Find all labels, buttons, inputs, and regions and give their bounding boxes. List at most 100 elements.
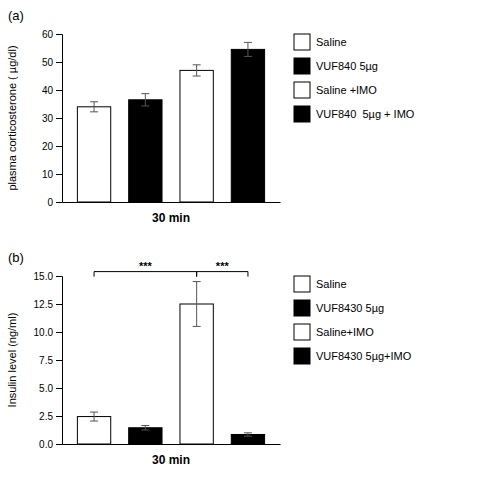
x-axis-line — [63, 444, 281, 445]
legend-label: Saline — [316, 278, 347, 290]
y-tick-label: 2.5 — [39, 411, 53, 422]
error-bar — [141, 426, 149, 430]
bar — [180, 70, 213, 202]
y-tick-mark — [56, 62, 62, 63]
error-bar-cap — [141, 425, 149, 426]
y-tick-label: 30 — [42, 113, 54, 124]
y-tick-label: 12.5 — [34, 299, 54, 310]
y-tick: 50 — [42, 57, 62, 68]
chart-root: 0102030405060(a)plasma corticosterone ( … — [0, 0, 493, 500]
legend-swatch — [294, 106, 310, 122]
y-tick-label: 10.0 — [34, 327, 54, 338]
error-bar — [90, 102, 98, 112]
y-tick-mark — [56, 444, 62, 445]
y-tick: 10.0 — [34, 327, 62, 338]
error-bar-cap — [244, 436, 252, 437]
y-axis: 0 10 20 30 40 50 60 — [42, 29, 63, 208]
legend-label: Saline +IMO — [316, 84, 377, 96]
y-tick-mark — [56, 202, 62, 203]
y-tick-mark — [56, 118, 62, 119]
legend-item: Saline — [294, 34, 347, 50]
error-bar-cap — [193, 76, 201, 77]
error-bar-cap — [193, 64, 201, 65]
y-tick: 15.0 — [34, 271, 62, 282]
error-bar — [193, 65, 201, 76]
plot-area — [77, 282, 264, 444]
legend-swatch — [294, 348, 310, 364]
bar — [77, 107, 110, 202]
panel: 0 10 20 30 40 50 60 — [42, 29, 281, 208]
error-bar-cap — [141, 93, 149, 94]
significance-bracket — [94, 272, 197, 277]
legend-label: Saline+IMO — [316, 326, 374, 338]
y-tick-label: 50 — [42, 57, 54, 68]
y-tick-label: 60 — [42, 29, 54, 40]
y-tick-label: 5.0 — [39, 383, 53, 394]
y-tick: 60 — [42, 29, 62, 40]
error-bar-stem — [94, 102, 95, 112]
annotations: ****** — [94, 260, 248, 277]
title: (a) — [8, 8, 24, 23]
y-axis-label: Insulin level (ng/ml) — [6, 313, 18, 408]
error-bar-stem — [196, 282, 197, 327]
error-bar — [244, 433, 252, 436]
y-tick-mark — [56, 90, 62, 91]
error-bar-stem — [247, 42, 248, 56]
y-tick-mark — [56, 332, 62, 333]
legend-swatch — [294, 300, 310, 316]
y-tick-mark — [56, 34, 62, 35]
error-bar-cap — [90, 412, 98, 413]
error-bar-cap — [90, 101, 98, 102]
legend-item: VUF8430 5µg — [294, 300, 384, 316]
error-bar-stem — [94, 412, 95, 421]
title: (b) — [8, 250, 24, 265]
x-axis — [63, 202, 281, 203]
y-tick-mark — [56, 416, 62, 417]
bar — [129, 428, 162, 444]
bar — [231, 49, 264, 202]
y-tick-mark — [56, 388, 62, 389]
y-tick-mark — [56, 174, 62, 175]
legend-swatch — [294, 34, 310, 50]
y-tick-mark — [56, 360, 62, 361]
y-axis-line — [56, 277, 63, 445]
annotation: *** — [139, 260, 153, 272]
error-bar-stem — [145, 426, 146, 430]
legend-item: Saline+IMO — [294, 324, 374, 340]
legend-swatch — [294, 324, 310, 340]
x-axis-line — [63, 202, 281, 203]
legend-label: Saline — [316, 36, 347, 48]
x-axis-label: 30 min — [152, 453, 190, 467]
bar — [231, 434, 264, 444]
y-tick: 40 — [42, 85, 62, 96]
legend-item: Saline +IMO — [294, 82, 377, 98]
y-tick: 10 — [42, 169, 62, 180]
legend-swatch — [294, 58, 310, 74]
legend-item: Saline — [294, 276, 347, 292]
legend-item: VUF840 5µg — [294, 58, 378, 74]
legend-label: VUF840 5µg — [316, 60, 378, 72]
y-tick-label: 0 — [47, 197, 53, 208]
legend: Saline VUF840 5µg Saline +IMO VUF840 5µg + … — [294, 34, 415, 122]
error-bar-cap — [244, 42, 252, 43]
y-axis: 0.0 2.5 5.0 7.5 10.0 12.5 15.0 — [34, 271, 63, 450]
y-tick: 7.5 — [39, 355, 62, 366]
legend-item: VUF840 5µg + IMO — [294, 106, 415, 122]
y-tick: 30 — [42, 113, 62, 124]
y-tick: 0 — [47, 197, 62, 208]
y-axis-line — [56, 35, 63, 203]
legend: SalineVUF8430 5µgSaline+IMOVUF8430 5µg+I… — [294, 276, 412, 364]
y-tick-label: 0.0 — [39, 439, 53, 450]
bar — [129, 100, 162, 202]
error-bar — [244, 42, 252, 56]
error-bar-cap — [90, 421, 98, 422]
y-tick-label: 20 — [42, 141, 54, 152]
bar — [77, 417, 110, 444]
legend-label: VUF840 5µg + IMO — [316, 108, 415, 120]
error-bar-cap — [244, 432, 252, 433]
x-axis-label: 30 min — [152, 211, 190, 225]
y-tick: 12.5 — [34, 299, 62, 310]
y-tick: 2.5 — [39, 411, 62, 422]
y-tick-label: 40 — [42, 85, 54, 96]
error-bar — [90, 412, 98, 421]
